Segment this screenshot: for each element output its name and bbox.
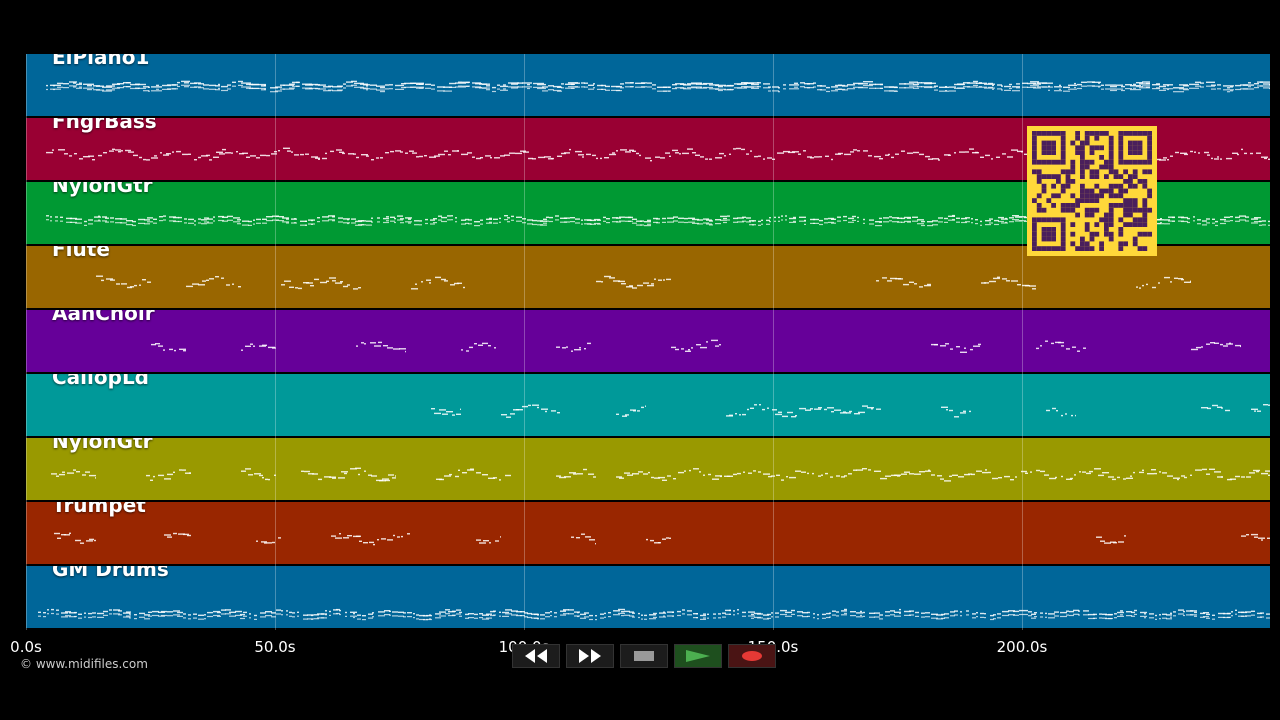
track-lane: ElPiano1 <box>26 54 1270 116</box>
grid-line <box>773 54 774 630</box>
track-name: GM Drums <box>52 566 169 581</box>
play-button[interactable] <box>674 644 722 668</box>
track-lane: Flute <box>26 246 1270 308</box>
track-name: CaliopLd <box>52 374 150 389</box>
track-name: FngrBass <box>52 118 157 133</box>
record-button[interactable] <box>728 644 776 668</box>
track-name: Trumpet <box>52 502 146 517</box>
track-name: NylonGtr <box>52 438 153 453</box>
grid-line <box>26 54 27 630</box>
grid-line <box>275 54 276 630</box>
track-name: ElPiano1 <box>52 54 150 69</box>
note-strip <box>38 608 1270 621</box>
note-strip <box>151 339 1241 353</box>
note-strip <box>431 404 1270 418</box>
note-strip <box>51 467 1270 482</box>
copyright-text: © www.midifiles.com <box>20 657 148 671</box>
track-lane: NylonGtr <box>26 438 1270 500</box>
stop-button[interactable] <box>620 644 668 668</box>
grid-line <box>1022 54 1023 630</box>
track-name: NylonGtr <box>52 182 153 197</box>
grid-line <box>524 54 525 630</box>
time-tick-label: 0.0s <box>10 638 42 656</box>
rewind-button[interactable] <box>512 644 560 668</box>
rewind-icon <box>525 649 547 663</box>
stop-icon <box>634 651 654 661</box>
note-strip <box>46 80 1270 93</box>
fast-forward-icon <box>579 649 601 663</box>
track-name: Flute <box>52 246 110 261</box>
track-lane: CaliopLd <box>26 374 1270 436</box>
track-lane: Trumpet <box>26 502 1270 564</box>
qr-code-icon <box>1027 126 1157 256</box>
note-strip <box>96 275 1191 290</box>
play-icon <box>686 650 710 662</box>
transport-controls <box>512 644 776 668</box>
note-strip <box>54 532 1270 546</box>
note-strip <box>46 147 1270 162</box>
fast-forward-button[interactable] <box>566 644 614 668</box>
track-lane: AahChoir <box>26 310 1270 372</box>
time-tick-label: 200.0s <box>996 638 1048 656</box>
time-tick-label: 50.0s <box>254 638 296 656</box>
track-name: AahChoir <box>52 310 155 325</box>
record-icon <box>742 651 762 661</box>
track-lane: GM Drums <box>26 566 1270 628</box>
